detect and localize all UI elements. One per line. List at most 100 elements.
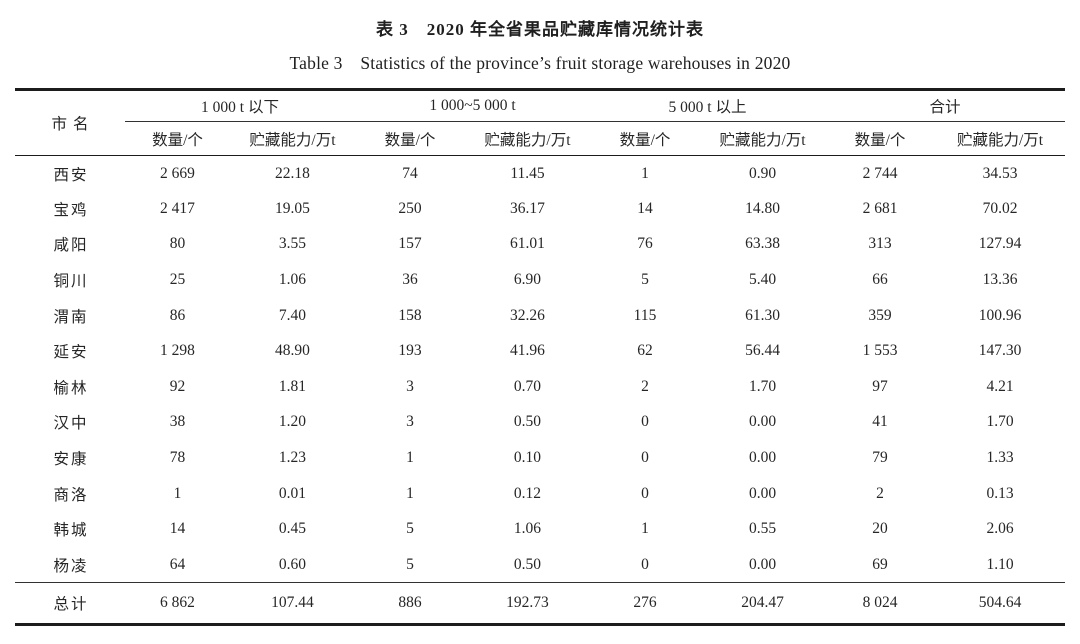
cell-value: 1.70 [748,377,777,395]
cell-value: 1.06 [513,520,542,538]
cell-value: 0 [590,547,700,584]
cell-total-value: 204.47 [741,594,784,612]
cell-value: 127.94 [978,235,1022,253]
cell-value: 2.06 [986,520,1014,538]
cell-value: 41.96 [510,342,545,360]
column-group-1000-5000t: 1 000~5 000 t [354,89,590,122]
cell-city: 咸阳 [53,237,89,255]
cell-value: 2 [876,484,884,502]
table-row: 韩城 14 0.45 5 1.06 1 0.55 20 2.06 [15,511,1065,547]
table-row: 咸阳 80 3.55 157 61.01 76 63.38 313 127.94 [15,227,1065,263]
cell-total-value: 886 [398,594,422,612]
table-row: 商洛 1 0.01 1 0.12 0 0.00 2 0.13 [15,476,1065,512]
cell-value: 1.81 [278,377,307,395]
cell-value: 62 [637,342,653,360]
cell-value: 2 681 [862,199,898,217]
cell-value: 0 [641,484,649,502]
cell-city: 汉中 [53,415,89,433]
cell-total-value: 276 [633,594,657,612]
cell-value: 1 [406,484,414,502]
cell-value: 0.00 [700,547,825,584]
cell-value: 41 [872,413,888,431]
cell-value: 19.05 [275,199,310,217]
cell-value: 20 [872,520,888,538]
cell-value: 359 [868,306,892,324]
cell-value: 0.00 [748,484,777,502]
cell-value: 1 [173,484,182,502]
table-header: 市名 1 000 t 以下 1 000~5 000 t 5 000 t 以上 合… [14,89,1066,156]
cell-value: 1.23 [278,449,307,467]
cell-value: 7.40 [278,306,307,324]
cell-total-value: 504.64 [978,594,1022,612]
header-sub-row: 数量/个 贮藏能力/万t 数量/个 贮藏能力/万t 数量/个 贮藏能力/万t 数… [15,121,1066,156]
cell-value: 1.70 [986,413,1014,431]
cell-value: 250 [398,199,422,217]
column-group-over-5000t: 5 000 t 以上 [590,89,825,122]
cell-value: 5 [641,271,649,289]
table-body: 西安 2 669 22.18 74 11.45 1 0.90 2 744 34.53 宝鸡 2 41… [14,156,1066,584]
cell-value: 157 [398,235,422,253]
cell-value: 70.02 [982,199,1018,217]
column-group-under-1000t: 1 000 t 以下 [124,89,355,122]
cell-value: 0.60 [229,547,355,584]
cell-value: 1 [406,449,414,467]
table-row: 安康 78 1.23 1 0.10 0 0.00 79 1.33 [15,440,1065,476]
cell-value: 61.30 [745,306,780,324]
header-group-row: 市名 1 000 t 以下 1 000~5 000 t 5 000 t 以上 合… [14,89,1066,156]
cell-value: 100.96 [978,306,1022,324]
column-header-capacity: 贮藏能力/万t [700,121,825,156]
cell-city: 西安 [53,166,89,184]
column-header-capacity: 贮藏能力/万t [935,121,1066,156]
cell-value: 0.00 [748,413,777,431]
cell-value: 0.01 [278,484,307,502]
column-header-count: 数量/个 [354,121,465,156]
cell-value: 97 [872,377,888,395]
cell-value: 76 [637,235,653,253]
cell-value: 0 [641,413,649,431]
cell-city: 延安 [53,344,89,362]
cell-value: 74 [402,164,418,182]
table-row: 杨凌 64 0.60 5 0.50 0 0.00 69 1.10 [14,547,1066,584]
cell-value: 61.01 [510,235,545,253]
table-row: 汉中 38 1.20 3 0.50 0 0.00 41 1.70 [15,405,1065,441]
cell-value: 2 [641,377,649,395]
cell-value: 92 [169,377,186,395]
table-caption-zh: 表 3 2020 年全省果品贮藏库情况统计表 [376,20,704,39]
column-header-capacity: 贮藏能力/万t [229,121,355,156]
cell-city: 铜川 [53,273,89,291]
column-group-total: 合计 [825,89,1066,122]
cell-value: 4.21 [986,377,1014,395]
cell-value: 0 [641,449,649,467]
cell-value: 6.90 [513,271,542,289]
cell-value: 2 744 [862,164,898,182]
cell-total-value: 8 024 [862,594,898,612]
column-header-city: 市名 [14,89,125,156]
table-caption-en: Table 3 Statistics of the province’s fru… [289,53,791,73]
cell-value: 5 [406,520,414,538]
cell-value: 36 [402,271,418,289]
cell-value: 0.12 [513,484,542,502]
cell-value: 1 298 [160,342,195,360]
column-header-capacity: 贮藏能力/万t [464,121,590,156]
table-row: 宝鸡 2 417 19.05 250 36.17 14 14.80 2 681 70.02 [15,191,1065,227]
table-row: 延安 1 298 48.90 193 41.96 62 56.44 1 553 147.30 [15,333,1065,369]
cell-city: 宝鸡 [53,201,89,219]
fruit-storage-table: 市名 1 000 t 以下 1 000~5 000 t 5 000 t 以上 合… [14,88,1066,627]
cell-value: 14 [169,520,186,538]
cell-total-label: 总计 [53,596,89,614]
cell-value: 1 [641,164,649,182]
cell-value: 64 [124,547,230,584]
cell-value: 1 [641,520,649,538]
cell-value: 3.55 [278,235,307,253]
cell-total-value: 107.44 [271,594,314,612]
cell-value: 147.30 [978,342,1022,360]
cell-value: 1.10 [935,547,1066,584]
column-header-count: 数量/个 [590,121,700,156]
table-row: 榆林 92 1.81 3 0.70 2 1.70 97 4.21 [15,369,1065,405]
cell-value: 0.45 [278,520,307,538]
cell-value: 313 [868,235,892,253]
cell-value: 5 [354,547,465,584]
cell-value: 78 [169,449,186,467]
cell-value: 158 [398,306,422,324]
cell-value: 2 417 [160,199,195,217]
